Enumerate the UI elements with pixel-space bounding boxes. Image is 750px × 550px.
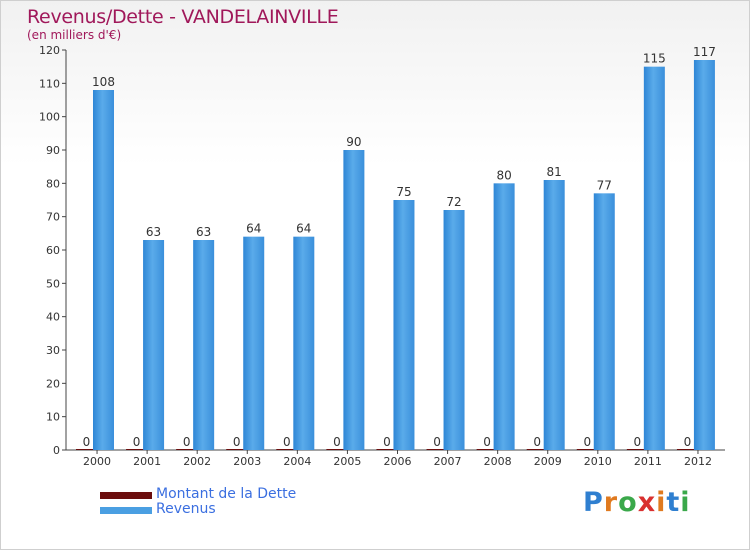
data-label-dette: 0	[433, 435, 441, 449]
data-label-dette: 0	[684, 435, 692, 449]
bar-revenus	[443, 210, 465, 450]
bar-dette	[326, 449, 348, 450]
data-label-revenus: 90	[346, 135, 361, 149]
bar-dette	[576, 449, 598, 450]
x-tick-label: 2003	[233, 455, 261, 468]
y-tick-label: 20	[46, 377, 60, 390]
bar-dette	[376, 449, 398, 450]
x-tick-label: 2002	[183, 455, 211, 468]
logo-letter: P	[583, 487, 604, 518]
bar-revenus	[293, 236, 315, 450]
y-tick-label: 50	[46, 277, 60, 290]
data-label-dette: 0	[383, 435, 391, 449]
data-label-dette: 0	[634, 435, 642, 449]
x-tick-label: 2000	[83, 455, 111, 468]
bar-revenus	[143, 240, 165, 450]
data-label-revenus: 64	[246, 222, 261, 236]
proxiti-logo: Proxiti	[583, 487, 691, 518]
y-tick-label: 90	[46, 144, 60, 157]
bar-dette	[126, 449, 148, 450]
legend-swatch-dette	[100, 492, 152, 499]
data-label-revenus: 81	[547, 165, 562, 179]
bar-dette	[276, 449, 298, 450]
chart-subtitle: (en milliers d'€)	[27, 28, 122, 42]
logo-letter: x	[637, 487, 657, 518]
logo-letter: i	[656, 487, 667, 518]
data-label-revenus: 63	[196, 225, 211, 239]
x-tick-label: 2012	[684, 455, 712, 468]
x-tick-label: 2004	[283, 455, 311, 468]
bar-revenus	[393, 200, 415, 450]
bar-dette	[176, 449, 198, 450]
data-label-dette: 0	[83, 435, 91, 449]
x-tick-label: 2001	[133, 455, 161, 468]
logo-letter: t	[666, 487, 681, 518]
y-tick-label: 30	[46, 344, 60, 357]
data-label-dette: 0	[233, 435, 241, 449]
bar-revenus	[243, 236, 265, 450]
y-tick-label: 110	[39, 77, 60, 90]
bar-revenus	[543, 180, 565, 450]
bar-revenus	[643, 66, 665, 451]
data-label-dette: 0	[533, 435, 541, 449]
bar-revenus	[93, 90, 114, 450]
bar-revenus	[193, 240, 215, 450]
data-label-dette: 0	[333, 435, 341, 449]
bar-dette	[476, 449, 498, 450]
data-label-revenus: 117	[693, 45, 716, 59]
bar-dette	[676, 449, 698, 450]
data-label-dette: 0	[283, 435, 291, 449]
chart-title: Revenus/Dette - VANDELAINVILLE	[27, 6, 339, 28]
x-tick-label: 2010	[584, 455, 612, 468]
logo-letter: r	[603, 487, 619, 518]
bar-dette	[226, 449, 248, 450]
y-tick-label: 70	[46, 211, 60, 224]
y-tick-label: 120	[39, 44, 60, 57]
bar-revenus	[343, 150, 365, 450]
data-label-dette: 0	[133, 435, 141, 449]
logo-letter: o	[618, 487, 638, 518]
data-label-revenus: 108	[92, 75, 115, 89]
x-tick-label: 2005	[333, 455, 361, 468]
legend-label-revenus: Revenus	[156, 501, 216, 517]
bar-dette	[76, 449, 97, 450]
data-label-revenus: 72	[446, 195, 461, 209]
data-label-dette: 0	[583, 435, 591, 449]
data-label-dette: 0	[183, 435, 191, 449]
data-label-revenus: 63	[146, 225, 161, 239]
y-tick-label: 80	[46, 177, 60, 190]
bar-dette	[426, 449, 448, 450]
logo-letter: i	[680, 487, 691, 518]
x-tick-label: 2007	[434, 455, 462, 468]
x-tick-label: 2006	[384, 455, 412, 468]
x-tick-label: 2011	[634, 455, 662, 468]
legend-label-dette: Montant de la Dette	[156, 486, 297, 502]
y-tick-label: 60	[46, 244, 60, 257]
y-tick-label: 40	[46, 311, 60, 324]
y-tick-label: 100	[39, 111, 60, 124]
data-label-dette: 0	[483, 435, 491, 449]
legend-swatch-revenus	[100, 507, 152, 514]
y-tick-label: 10	[46, 411, 60, 424]
data-label-revenus: 77	[597, 178, 612, 192]
bar-dette	[626, 449, 648, 450]
data-label-revenus: 64	[296, 222, 311, 236]
bar-revenus	[693, 60, 715, 450]
data-label-revenus: 75	[396, 185, 411, 199]
data-label-revenus: 80	[496, 168, 511, 182]
y-tick-label: 0	[53, 444, 60, 457]
x-tick-label: 2009	[534, 455, 562, 468]
bar-dette	[526, 449, 548, 450]
bar-revenus	[493, 183, 515, 451]
x-tick-label: 2008	[484, 455, 512, 468]
data-label-revenus: 115	[643, 52, 666, 66]
bar-revenus	[593, 193, 615, 451]
